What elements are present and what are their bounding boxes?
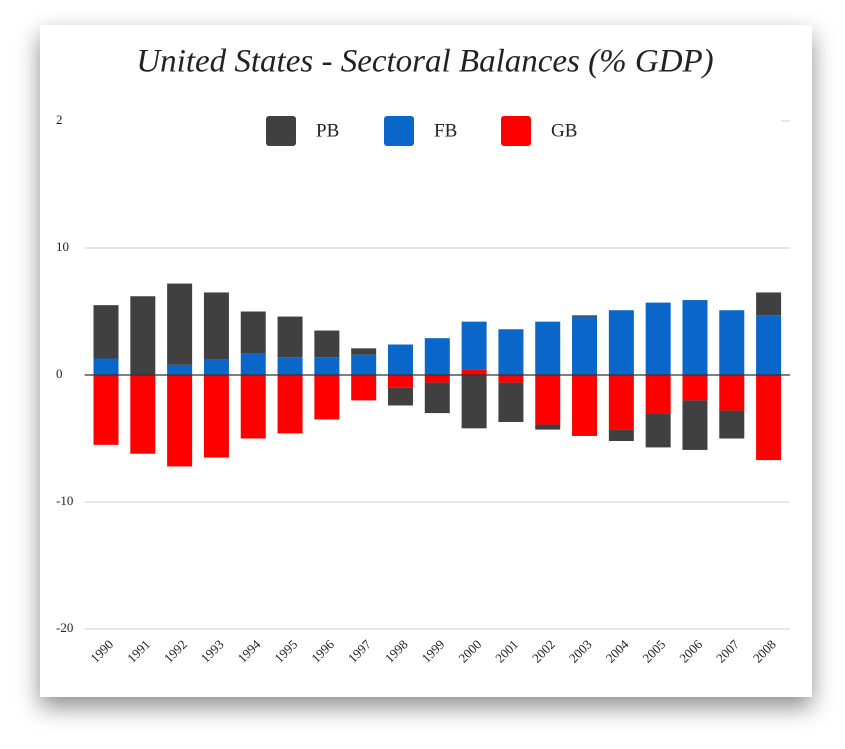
legend-label: FB <box>434 120 457 141</box>
bar <box>277 357 303 375</box>
bar <box>682 375 708 401</box>
y-tick-label: -20 <box>56 620 73 635</box>
bar <box>572 316 598 375</box>
bar <box>93 375 119 445</box>
bar <box>130 375 156 454</box>
bar <box>93 358 119 375</box>
bar <box>240 311 266 354</box>
bar <box>572 315 598 317</box>
legend-label: PB <box>316 120 339 141</box>
chart-title: United States - Sectoral Balances (% GDP… <box>136 44 713 80</box>
bar <box>351 375 377 401</box>
x-tick-label: 1991 <box>124 637 153 666</box>
x-tick-label: 1998 <box>382 637 411 666</box>
bar <box>498 375 524 383</box>
bar <box>461 369 487 375</box>
bar <box>167 364 193 375</box>
bar <box>277 375 303 434</box>
x-tick-label: 1993 <box>198 637 227 666</box>
bar <box>240 375 266 439</box>
bar <box>240 353 266 375</box>
bar <box>682 400 708 450</box>
bar <box>424 338 450 375</box>
legend-label: GB <box>551 120 577 141</box>
bar <box>608 310 634 375</box>
legend-swatch <box>266 116 296 146</box>
bar <box>387 344 413 375</box>
bar <box>351 354 377 375</box>
bar <box>424 375 450 383</box>
bar <box>756 292 782 316</box>
bar <box>645 375 671 414</box>
bar <box>645 413 671 448</box>
bar <box>314 357 340 375</box>
bar <box>203 375 229 458</box>
x-tick-label: 1996 <box>308 636 337 665</box>
x-tick-label: 2005 <box>639 637 668 666</box>
bar <box>314 375 340 420</box>
bar <box>682 300 708 375</box>
bar <box>756 315 782 375</box>
x-tick-label: 1992 <box>161 637 190 666</box>
bar <box>424 382 450 414</box>
x-tick-label: 2002 <box>529 637 558 666</box>
bar <box>387 375 413 388</box>
bar <box>461 321 487 370</box>
bar <box>203 359 229 375</box>
bar <box>719 410 745 439</box>
bar <box>756 375 782 461</box>
bar <box>719 310 745 375</box>
x-tick-label: 1997 <box>345 636 374 665</box>
bar <box>608 429 634 442</box>
bar <box>167 375 193 467</box>
x-tick-label: 2006 <box>676 636 705 665</box>
bar <box>277 316 303 358</box>
y-tick-label: 2 <box>56 112 63 127</box>
x-tick-label: 2008 <box>750 637 779 666</box>
bar <box>608 375 634 430</box>
y-tick-label: 10 <box>56 239 69 254</box>
y-tick-label: -10 <box>56 493 73 508</box>
bar <box>93 305 119 359</box>
bar <box>387 387 413 406</box>
x-tick-label: 2001 <box>492 637 521 666</box>
bar <box>719 375 745 411</box>
x-tick-label: 2004 <box>603 636 632 665</box>
bar <box>130 296 156 375</box>
x-tick-label: 1990 <box>87 637 116 666</box>
bar <box>535 375 561 425</box>
bar <box>167 283 193 365</box>
x-tick-label: 1994 <box>234 636 263 665</box>
x-tick-label: 1995 <box>271 637 300 666</box>
bar <box>535 424 561 430</box>
legend-swatch <box>384 116 414 146</box>
x-tick-label: 2003 <box>566 637 595 666</box>
bar <box>572 375 598 436</box>
bar <box>314 330 340 358</box>
x-tick-label: 2000 <box>455 637 484 666</box>
bar <box>498 382 524 422</box>
bar <box>203 292 229 360</box>
x-tick-label: 2007 <box>713 636 742 665</box>
bar <box>461 375 487 429</box>
legend-swatch <box>501 116 531 146</box>
bar <box>535 321 561 375</box>
x-tick-label: 1999 <box>419 637 448 666</box>
bar <box>351 348 377 355</box>
bar <box>645 302 671 375</box>
bar <box>498 329 524 375</box>
y-tick-label: 0 <box>56 366 63 381</box>
